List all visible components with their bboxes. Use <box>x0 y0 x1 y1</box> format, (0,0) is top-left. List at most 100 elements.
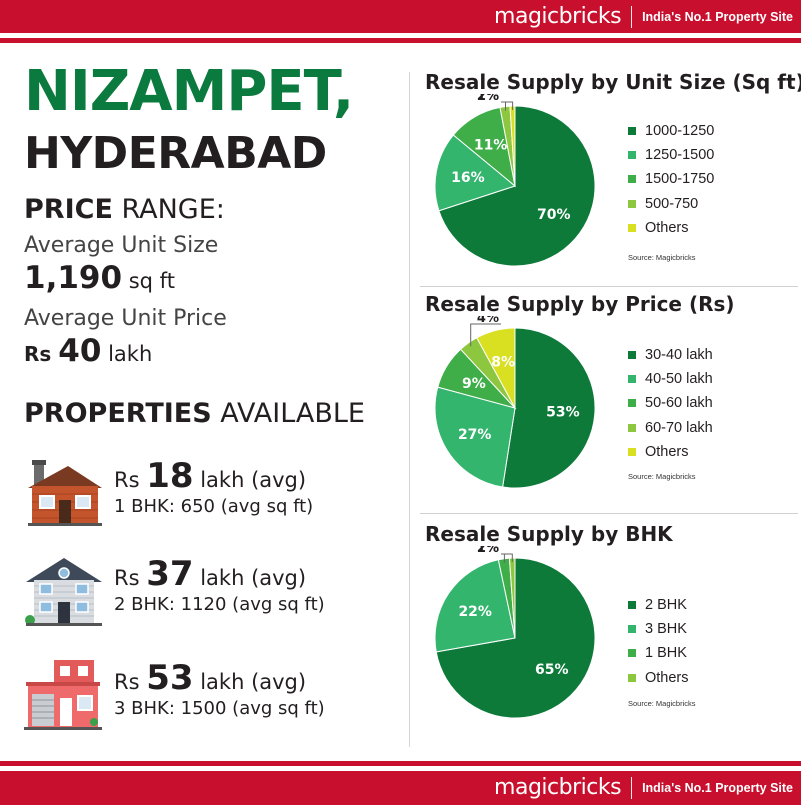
top-brand-bar <box>0 0 801 33</box>
legend-label: 1 BHK <box>645 645 687 662</box>
pie-slice <box>434 386 516 488</box>
chart-source: Source: Magicbricks <box>628 472 696 481</box>
avg-price-label: Average Unit Price <box>24 306 227 331</box>
price-value: 53 <box>146 658 194 698</box>
chart-legend: 30-40 lakh 40-50 lakh 50-60 lakh 60-70 lakh… <box>628 343 713 464</box>
legend-swatch <box>628 127 636 136</box>
chart-title: Resale Supply by BHK <box>425 522 673 546</box>
slice-label: 65% <box>535 662 569 678</box>
properties-heading: PROPERTIES AVAILABLE <box>24 398 394 430</box>
slice-label: 11% <box>474 138 508 154</box>
legend-label: 30-40 lakh <box>645 347 713 364</box>
price-suffix: lakh (avg) <box>193 670 307 694</box>
city-title: NIZAMPET, <box>24 59 354 124</box>
legend-swatch <box>628 199 636 208</box>
pie-slice <box>476 327 516 409</box>
house-icon <box>28 460 102 526</box>
chart-bhk: Resale Supply by BHK 65% 22% 2% 1% 2 BHK 3 B… <box>418 522 801 750</box>
legend-label: 60-70 lakh <box>645 419 713 436</box>
pie-slice <box>434 559 516 653</box>
legend-swatch <box>628 447 636 456</box>
legend-item: Others <box>628 666 689 690</box>
price-prefix: Rs <box>114 468 147 492</box>
leader-line <box>501 553 513 562</box>
property-3bhk-price: Rs 53 lakh (avg) <box>114 660 306 700</box>
price-prefix: Rs <box>114 670 147 694</box>
legend-item: 3 BHK <box>628 617 689 641</box>
legend-item: 40-50 lakh <box>628 367 713 391</box>
properties-heading-rest: AVAILABLE <box>211 398 365 429</box>
slice-label: 2% <box>477 94 499 104</box>
legend-swatch <box>628 649 636 658</box>
brand-separator <box>631 5 633 28</box>
legend-item: 1000-1250 <box>628 119 714 143</box>
price-range-heading-bold: PRICE <box>24 194 113 225</box>
slice-label: 70% <box>537 207 571 223</box>
legend-item: 30-40 lakh <box>628 343 713 367</box>
pie-slice <box>435 557 596 719</box>
property-2bhk-price: Rs 37 lakh (avg) <box>114 556 306 596</box>
summary-column: NIZAMPET, HYDERABAD PRICE RANGE: Average… <box>24 62 394 430</box>
chart-legend: 1000-1250 1250-1500 1500-1750 500-750 Others <box>628 119 714 240</box>
price-range-heading: PRICE RANGE: <box>24 194 394 226</box>
legend-swatch <box>628 375 636 384</box>
bottom-brand: magicbricks India's No.1 Property Site <box>494 775 793 800</box>
legend-label: 1000-1250 <box>645 123 715 140</box>
avg-size-number: 1,190 <box>24 260 123 296</box>
slice-label: 22% <box>458 604 492 620</box>
legend-item: Others <box>628 440 713 464</box>
brand-tagline: India's No.1 Property Site <box>642 780 793 795</box>
panel-divider <box>420 513 798 514</box>
legend-item: 2 BHK <box>628 593 689 617</box>
pie-chart: 70% 16% 11% 2%1% <box>434 94 596 267</box>
legend-label: Others <box>645 669 689 686</box>
brand-logo: magicbricks <box>494 4 622 29</box>
property-1bhk-detail: 1 BHK: 650 (avg sq ft) <box>114 496 314 517</box>
price-value: 37 <box>146 554 194 594</box>
legend-label: Others <box>645 443 689 460</box>
slice-label: 1% <box>477 94 499 104</box>
slice-label: 4% <box>477 316 499 326</box>
avg-size-label: Average Unit Size <box>24 233 219 258</box>
legend-swatch <box>628 601 636 610</box>
properties-heading-bold: PROPERTIES <box>24 398 212 429</box>
pie-chart: 53% 27% 9% 4% 8% <box>434 316 596 489</box>
avg-size-value: 1,190 sq ft <box>24 260 394 299</box>
legend-swatch <box>628 175 636 184</box>
legend-swatch <box>628 223 636 232</box>
house-icon <box>25 558 102 626</box>
legend-label: 40-50 lakh <box>645 371 713 388</box>
bottom-accent-line <box>0 761 801 766</box>
chart-title: Resale Supply by Price (Rs) <box>425 292 735 316</box>
legend-item: 1 BHK <box>628 641 689 665</box>
bottom-brand-bar <box>0 771 801 805</box>
legend-item: 60-70 lakh <box>628 416 713 440</box>
chart-title: Resale Supply by Unit Size (Sq ft) <box>425 70 801 94</box>
pie-chart: 65% 22% 2%1% <box>434 546 596 719</box>
price-prefix: Rs <box>114 566 147 590</box>
legend-label: 50-60 lakh <box>645 395 713 412</box>
avg-price-number: 40 <box>58 333 102 369</box>
property-3bhk: Rs 53 lakh (avg) 3 BHK: 1500 (avg sq ft) <box>24 660 404 732</box>
avg-size-unit: sq ft <box>122 269 175 293</box>
legend-swatch <box>628 151 636 160</box>
column-divider <box>409 72 410 747</box>
avg-price-prefix: Rs <box>24 342 59 366</box>
slice-label: 16% <box>451 170 485 186</box>
slice-label: 9% <box>462 376 486 392</box>
property-1bhk-price: Rs 18 lakh (avg) <box>114 458 306 498</box>
avg-price-value: Rs 40 lakh <box>24 333 394 372</box>
legend-label: Others <box>645 219 689 236</box>
legend-swatch <box>628 673 636 682</box>
slice-label: 8% <box>491 355 515 371</box>
brand-logo: magicbricks <box>494 775 622 800</box>
leader-line <box>501 101 514 110</box>
chart-legend: 2 BHK 3 BHK 1 BHK Others <box>628 593 689 690</box>
legend-swatch <box>628 423 636 432</box>
panel-divider <box>420 286 798 287</box>
chart-source: Source: Magicbricks <box>628 699 696 708</box>
chart-unit-size: Resale Supply by Unit Size (Sq ft) 70% 16… <box>418 70 801 298</box>
brand-separator <box>631 776 633 799</box>
legend-label: 3 BHK <box>645 621 687 638</box>
pie-slice <box>438 105 596 267</box>
